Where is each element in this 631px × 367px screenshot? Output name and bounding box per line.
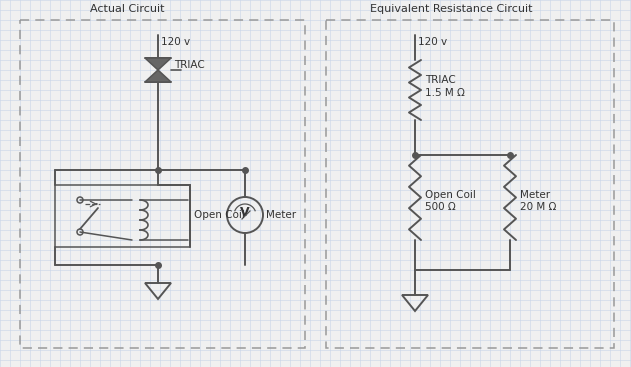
Polygon shape xyxy=(145,58,171,70)
Text: 1.5 M Ω: 1.5 M Ω xyxy=(425,88,465,98)
Text: 120 v: 120 v xyxy=(161,37,190,47)
Polygon shape xyxy=(145,70,171,82)
Text: TRIAC: TRIAC xyxy=(174,60,204,70)
Bar xyxy=(20,20,305,348)
Text: Open Coil: Open Coil xyxy=(425,190,476,200)
Text: V: V xyxy=(240,206,250,218)
Text: Equivalent Resistance Circuit: Equivalent Resistance Circuit xyxy=(370,4,533,14)
Text: 120 v: 120 v xyxy=(418,37,447,47)
Text: Open Coil: Open Coil xyxy=(194,210,245,220)
Text: 500 Ω: 500 Ω xyxy=(425,202,456,212)
Text: TRIAC: TRIAC xyxy=(425,75,456,85)
Text: Meter: Meter xyxy=(520,190,550,200)
Bar xyxy=(326,20,614,348)
Text: Meter: Meter xyxy=(266,210,296,220)
Text: Actual Circuit: Actual Circuit xyxy=(90,4,165,14)
Text: 20 M Ω: 20 M Ω xyxy=(520,202,557,212)
Bar xyxy=(55,185,190,247)
